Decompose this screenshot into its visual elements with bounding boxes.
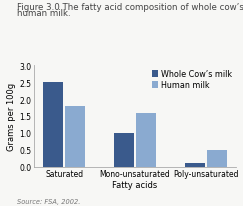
- Bar: [136, 113, 156, 167]
- Bar: [43, 83, 63, 167]
- Legend: Whole Cow’s milk, Human milk: Whole Cow’s milk, Human milk: [152, 70, 232, 90]
- Bar: [114, 133, 134, 167]
- Bar: [185, 164, 205, 167]
- Text: human milk.: human milk.: [17, 9, 71, 18]
- Bar: [65, 106, 85, 167]
- X-axis label: Fatty acids: Fatty acids: [112, 180, 157, 189]
- Text: Source: FSA, 2002.: Source: FSA, 2002.: [17, 198, 80, 204]
- Y-axis label: Grams per 100g: Grams per 100g: [7, 82, 16, 150]
- Bar: [207, 150, 226, 167]
- Text: Figure 3.0 The fatty acid composition of whole cow’s milk and: Figure 3.0 The fatty acid composition of…: [17, 3, 243, 12]
